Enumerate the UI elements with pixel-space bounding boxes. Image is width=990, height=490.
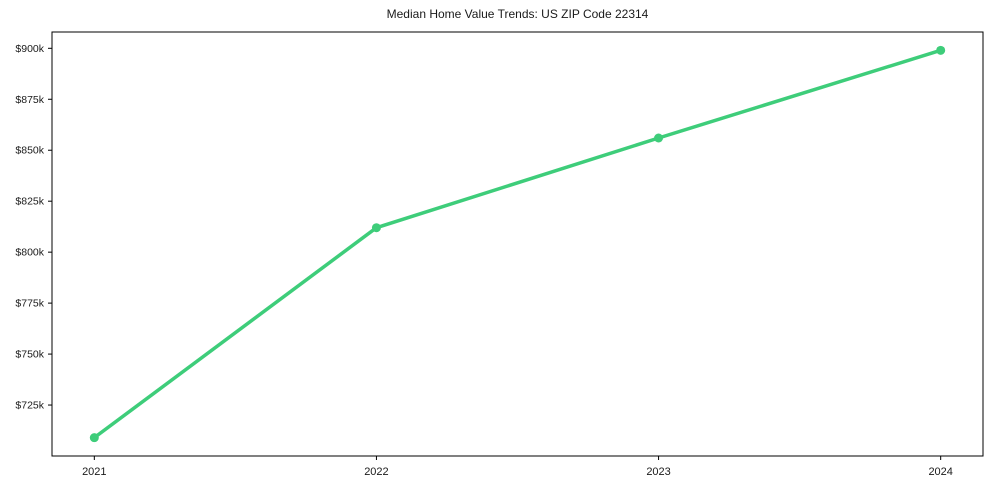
y-axis-tick-label: $725k <box>15 400 44 412</box>
y-axis-tick-label: $875k <box>15 94 44 106</box>
y-axis-tick-label: $775k <box>15 298 44 310</box>
chart-title: Median Home Value Trends: US ZIP Code 22… <box>386 7 649 21</box>
y-axis-tick-label: $850k <box>15 145 44 157</box>
trend-line <box>92 48 943 440</box>
y-axis-tick-label: $800k <box>15 247 44 259</box>
y-axis-tick-label: $750k <box>15 349 44 361</box>
y-axis-tick-label: $825k <box>15 196 44 208</box>
x-axis-tick-label: 2024 <box>928 466 952 478</box>
data-point-marker <box>654 133 664 143</box>
data-point-marker <box>89 433 99 443</box>
y-axis-tick-label: $900k <box>15 43 44 55</box>
x-axis-tick-label: 2022 <box>364 466 388 478</box>
data-point-marker <box>371 223 381 233</box>
x-axis-tick-label: 2023 <box>646 466 670 478</box>
x-axis-tick-label: 2021 <box>82 466 106 478</box>
axes-border <box>51 31 984 457</box>
data-point-marker <box>936 45 946 55</box>
